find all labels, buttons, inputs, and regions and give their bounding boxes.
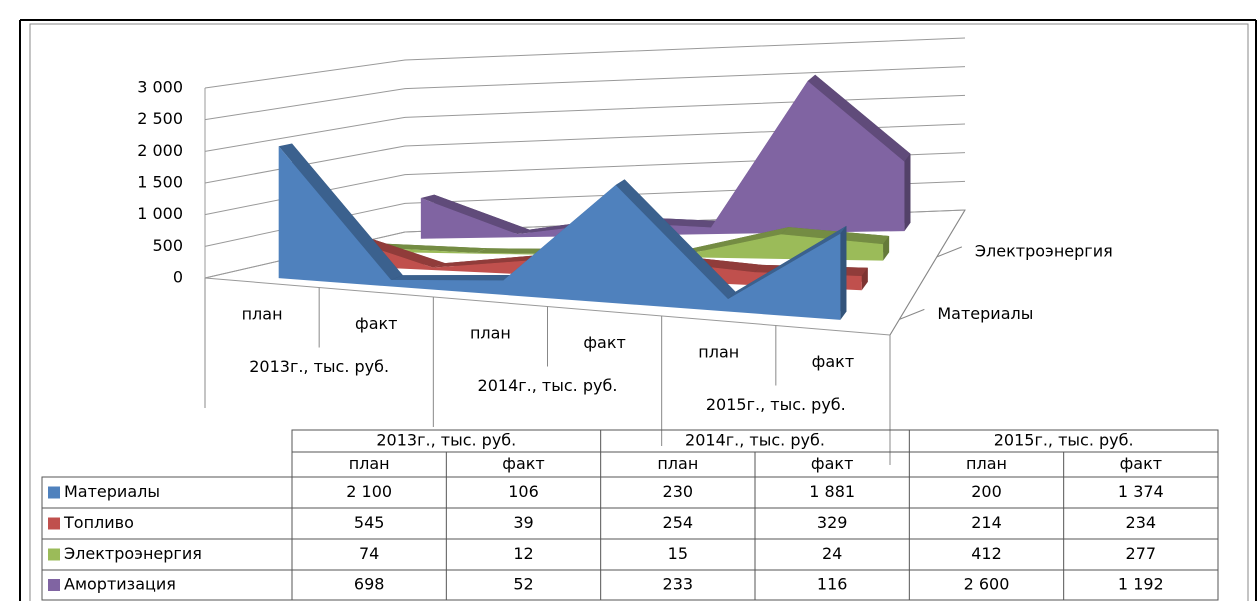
x-tick-label: факт bbox=[583, 333, 625, 352]
table-cell: 52 bbox=[513, 575, 533, 594]
y-tick-label: 2 500 bbox=[137, 109, 183, 128]
y-tick-label: 1 000 bbox=[137, 204, 183, 223]
table-cell: 412 bbox=[971, 544, 1002, 563]
table-cell: 15 bbox=[668, 544, 688, 563]
table-cell: 234 bbox=[1126, 513, 1157, 532]
legend-label: Материалы bbox=[64, 482, 160, 501]
table-cell: 39 bbox=[513, 513, 533, 532]
table-header: план bbox=[349, 454, 390, 473]
area-side bbox=[904, 153, 911, 232]
table-cell: 1 192 bbox=[1118, 575, 1164, 594]
x-tick-label: план bbox=[698, 342, 739, 361]
table-cell: 277 bbox=[1126, 544, 1157, 563]
area-top bbox=[615, 179, 736, 299]
x-group-label: 2015г., тыс. руб. bbox=[706, 395, 846, 414]
depth-label: Материалы bbox=[937, 304, 1033, 323]
table-header: план bbox=[657, 454, 698, 473]
x-tick-label: план bbox=[242, 304, 283, 323]
y-tick-label: 2 000 bbox=[137, 141, 183, 160]
grid-line bbox=[204, 66, 966, 121]
area bbox=[373, 234, 884, 261]
table-cell: 1 881 bbox=[809, 482, 855, 501]
table-cell: 12 bbox=[513, 544, 533, 563]
table-cell: 698 bbox=[354, 575, 385, 594]
table-header: факт bbox=[811, 454, 853, 473]
x-tick-label: факт bbox=[812, 352, 854, 371]
table-cell: 233 bbox=[663, 575, 694, 594]
table-header: факт bbox=[502, 454, 544, 473]
table-cell: 545 bbox=[354, 513, 385, 532]
legend-label: Амортизация bbox=[64, 575, 176, 594]
table-group-header: 2013г., тыс. руб. bbox=[376, 431, 516, 450]
area-top bbox=[373, 243, 488, 253]
table-cell: 106 bbox=[508, 482, 539, 501]
table-cell: 2 600 bbox=[964, 575, 1010, 594]
x-tick-label: план bbox=[470, 323, 511, 342]
area-top bbox=[728, 225, 847, 299]
area-side bbox=[883, 235, 890, 261]
legend-swatch bbox=[48, 579, 60, 591]
table-cell: 214 bbox=[971, 513, 1002, 532]
table-cell: 254 bbox=[663, 513, 694, 532]
table-cell: 116 bbox=[817, 575, 848, 594]
legend-swatch bbox=[48, 486, 60, 499]
table-cell: 230 bbox=[663, 482, 694, 501]
table-cell: 2 100 bbox=[346, 482, 392, 501]
x-tick-label: факт bbox=[355, 314, 397, 333]
depth-label: Электроэнергия bbox=[975, 241, 1113, 260]
y-tick-label: 0 bbox=[173, 268, 183, 287]
x-group-label: 2014г., тыс. руб. bbox=[478, 376, 618, 395]
y-tick-label: 500 bbox=[152, 236, 183, 255]
area-top bbox=[278, 143, 403, 280]
chart-frame bbox=[29, 23, 1249, 601]
table-cell: 24 bbox=[822, 544, 842, 563]
table-cell: 329 bbox=[817, 513, 848, 532]
depth-tick bbox=[899, 308, 925, 320]
area-side bbox=[861, 267, 868, 291]
table-group-header: 2015г., тыс. руб. bbox=[994, 431, 1134, 450]
x-group-label: 2013г., тыс. руб. bbox=[249, 357, 389, 376]
area-top bbox=[433, 254, 551, 268]
depth-axis bbox=[889, 209, 966, 336]
y-tick-label: 3 000 bbox=[137, 78, 183, 97]
table-cell: 1 374 bbox=[1118, 482, 1164, 501]
depth-tick bbox=[936, 246, 963, 258]
area bbox=[420, 81, 905, 239]
area-top bbox=[420, 194, 530, 235]
area-top bbox=[807, 74, 911, 162]
grid-line bbox=[204, 37, 966, 89]
area bbox=[278, 146, 841, 320]
legend-swatch bbox=[48, 548, 60, 561]
legend-label: Топливо bbox=[63, 513, 134, 532]
y-tick-label: 1 500 bbox=[137, 173, 183, 192]
area-side bbox=[840, 225, 847, 320]
area-top bbox=[679, 227, 789, 256]
table-header: факт bbox=[1120, 454, 1162, 473]
table-group-header: 2014г., тыс. руб. bbox=[685, 431, 825, 450]
table-cell: 74 bbox=[359, 544, 379, 563]
legend-label: Электроэнергия bbox=[64, 544, 202, 563]
table-header: план bbox=[966, 454, 1007, 473]
legend-swatch bbox=[48, 517, 60, 530]
grid-line bbox=[204, 94, 966, 152]
area-top bbox=[391, 274, 514, 281]
table-cell: 200 bbox=[971, 482, 1002, 501]
